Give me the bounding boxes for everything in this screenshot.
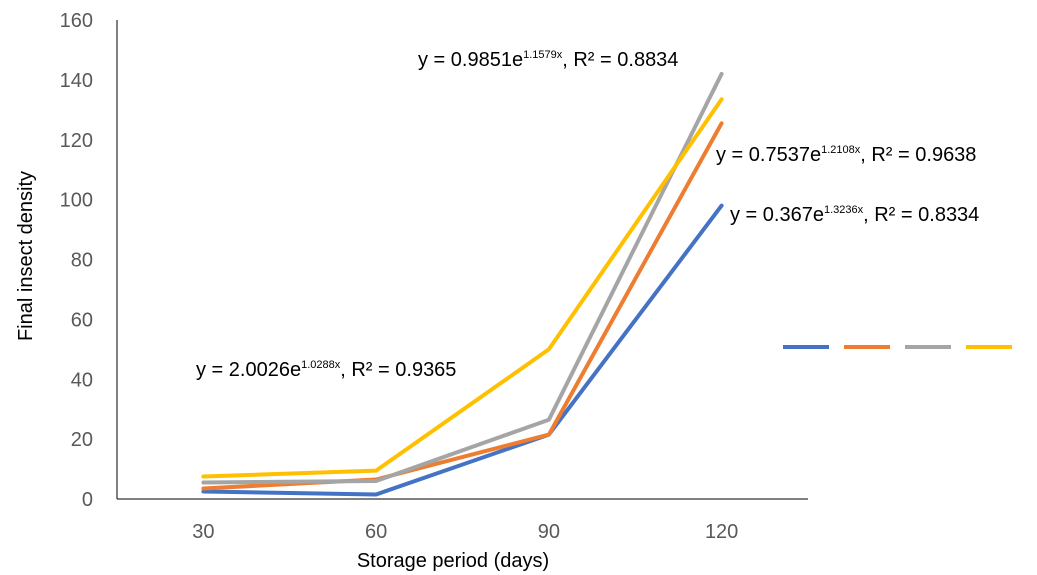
trendline-equation-1: y = 0.9851e1.1579x, R² = 0.8834 [418, 49, 678, 71]
x-tick-label: 30 [192, 521, 214, 543]
series-line-3 [201, 71, 724, 485]
y-tick-label: 80 [71, 250, 93, 272]
x-axis: 30 60 90 120 [117, 498, 808, 543]
y-tick-label: 100 [60, 190, 93, 212]
x-axis-title: Storage period (days) [357, 550, 549, 572]
trendline-equation-4: y = 2.0026e1.0288x, R² = 0.9365 [196, 359, 456, 381]
y-axis: 0 20 40 60 80 100 120 140 160 [60, 10, 118, 511]
y-tick-label: 160 [60, 10, 93, 32]
x-tick-label: 90 [538, 521, 560, 543]
series-line-4 [201, 97, 724, 479]
y-tick-label: 0 [82, 489, 93, 511]
y-tick-label: 20 [71, 429, 93, 451]
trendline-equation-2: y = 0.7537e1.2108x, R² = 0.9638 [716, 144, 976, 166]
y-axis-title: Final insect density [15, 171, 37, 341]
y-tick-label: 60 [71, 309, 93, 331]
x-tick-label: 120 [705, 521, 738, 543]
series-lines [201, 71, 724, 497]
y-tick-label: 120 [60, 130, 93, 152]
series-line-2 [201, 121, 724, 491]
trendline-equation-3: y = 0.367e1.3236x, R² = 0.8334 [730, 204, 979, 226]
x-tick-label: 60 [365, 521, 387, 543]
y-tick-label: 140 [60, 70, 93, 92]
series-line-1 [201, 203, 724, 497]
y-tick-label: 40 [71, 369, 93, 391]
